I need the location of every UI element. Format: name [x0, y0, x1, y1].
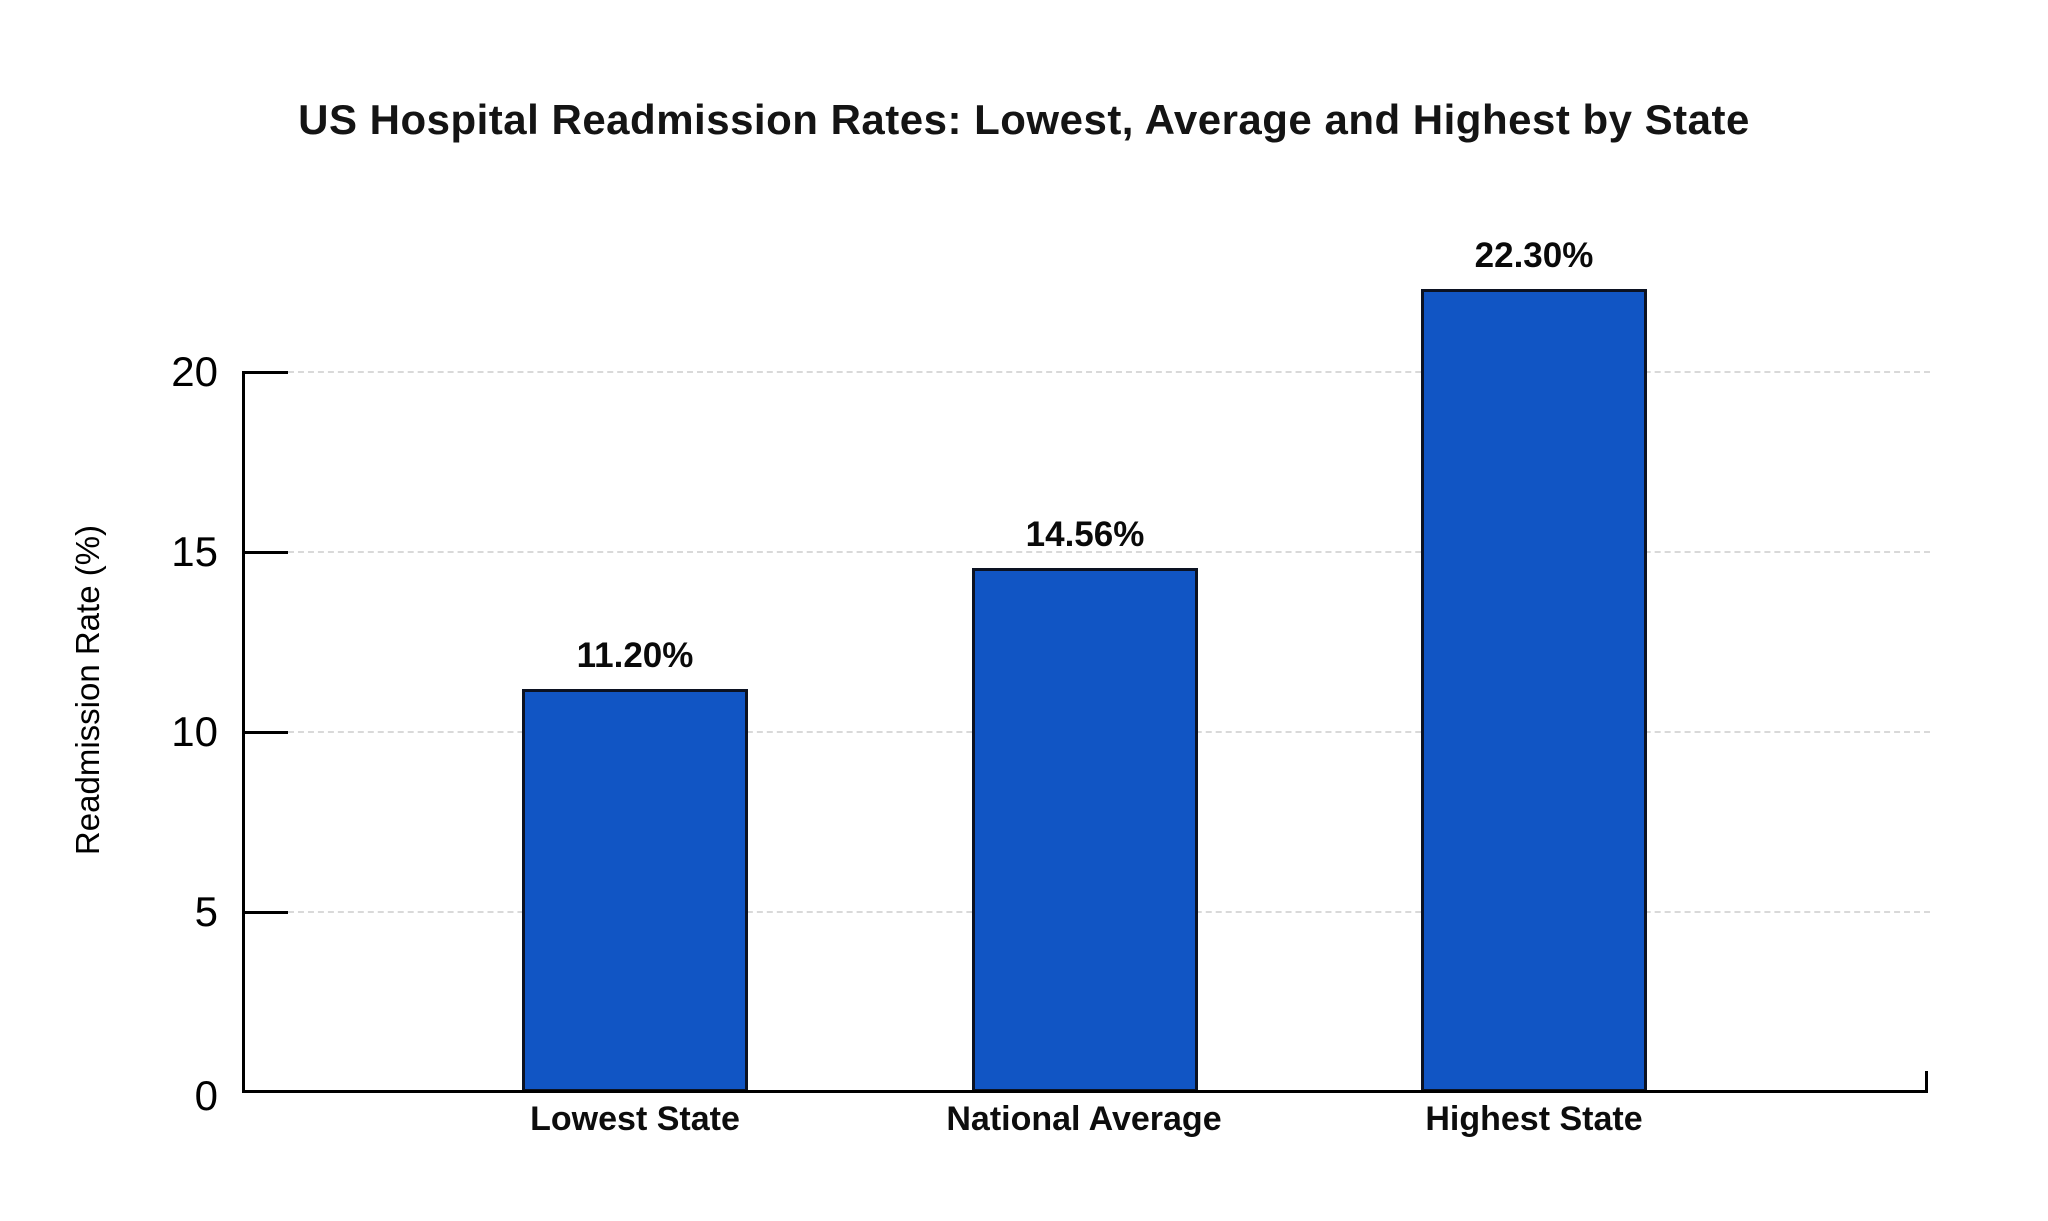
y-tick-label-5: 5 — [194, 888, 218, 935]
dashed-gridline — [288, 371, 1930, 373]
y-tick-mark — [242, 371, 288, 374]
bar-value-label: 14.56% — [1025, 515, 1145, 554]
bar-group-highest-state: 22.30% — [1421, 150, 1647, 1092]
chart-title: US Hospital Readmission Rates: Lowest, A… — [298, 96, 1750, 143]
y-tick-label-20: 20 — [171, 348, 218, 395]
y-tick-mark — [242, 731, 288, 734]
bar-lowest-state — [522, 689, 748, 1092]
bar-value-label: 22.30% — [1474, 236, 1594, 275]
y-tick-label-0: 0 — [194, 1072, 218, 1119]
x-axis-line — [242, 1090, 1928, 1093]
bar-value-label: 11.20% — [576, 636, 694, 675]
y-tick-mark — [242, 911, 288, 914]
x-tick-label-highest-state: Highest State — [1425, 1100, 1643, 1138]
y-tick-mark — [242, 551, 288, 554]
x-axis-end-tick — [1925, 1071, 1928, 1093]
y-tick-label-15: 15 — [171, 528, 218, 575]
dashed-gridline — [288, 551, 1930, 553]
y-tick-label-10: 10 — [171, 708, 218, 755]
bar-group-national-average: 14.56% — [972, 150, 1198, 1092]
bar-national-average — [972, 568, 1198, 1092]
x-tick-label-lowest-state: Lowest State — [530, 1100, 740, 1138]
bar-group-lowest-state: 11.20% — [522, 150, 748, 1092]
x-tick-label-national-average: National Average — [946, 1100, 1222, 1138]
bar-highest-state — [1421, 289, 1647, 1092]
y-axis-line — [242, 372, 245, 1092]
